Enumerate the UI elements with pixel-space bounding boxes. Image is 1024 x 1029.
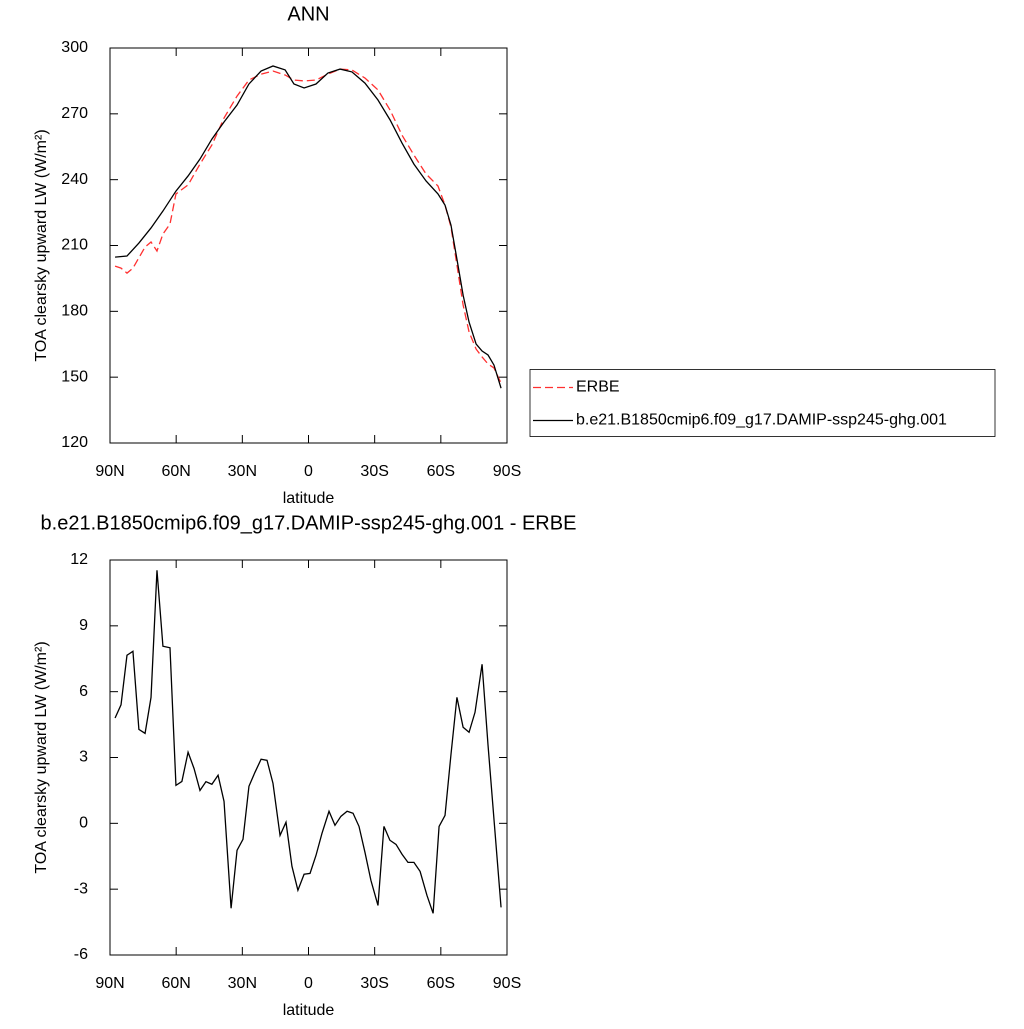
y-axis-label: TOA clearsky upward LW (W/m²) <box>33 641 50 873</box>
y-tick-label: 0 <box>79 815 88 832</box>
y-tick-label: 270 <box>61 105 88 122</box>
y-tick-label: 240 <box>61 171 88 188</box>
y-tick-label: 9 <box>79 617 88 634</box>
x-tick-label: 30S <box>360 975 388 992</box>
x-tick-label: 0 <box>304 975 313 992</box>
x-tick-label: 90S <box>493 975 521 992</box>
y-tick-label: 300 <box>61 39 88 56</box>
y-tick-label: -3 <box>74 880 88 897</box>
x-tick-label: 30N <box>228 463 257 480</box>
chart-title: ANN <box>287 3 329 25</box>
y-tick-label: 6 <box>79 683 88 700</box>
data-line <box>114 68 502 384</box>
x-tick-label: 90N <box>95 463 124 480</box>
y-tick-label: 150 <box>61 368 88 385</box>
legend-label: b.e21.B1850cmip6.f09_g17.DAMIP-ssp245-gh… <box>576 412 947 429</box>
y-tick-label: 180 <box>61 303 88 320</box>
y-tick-label: -6 <box>74 946 88 963</box>
x-tick-label: 90N <box>95 975 124 992</box>
x-tick-label: 60N <box>161 463 190 480</box>
x-tick-label: 60N <box>161 975 190 992</box>
x-tick-label: 30N <box>228 975 257 992</box>
x-tick-label: 0 <box>304 463 313 480</box>
y-tick-label: 210 <box>61 237 88 254</box>
data-line <box>115 65 502 389</box>
chart-title: b.e21.B1850cmip6.f09_g17.DAMIP-ssp245-gh… <box>41 512 577 534</box>
legend-label: ERBE <box>576 379 620 396</box>
x-tick-label: 60S <box>427 975 455 992</box>
y-axis-label: TOA clearsky upward LW (W/m²) <box>33 129 50 361</box>
y-tick-label: 3 <box>79 749 88 766</box>
legend-box <box>529 369 996 437</box>
x-tick-label: 90S <box>493 463 521 480</box>
plot-frame <box>109 559 508 956</box>
x-axis-label: latitude <box>283 1002 335 1019</box>
x-tick-label: 30S <box>360 463 388 480</box>
data-line <box>114 570 502 914</box>
x-tick-label: 60S <box>427 463 455 480</box>
x-axis-label: latitude <box>283 490 335 507</box>
plot-frame <box>109 47 508 444</box>
y-tick-label: 120 <box>61 434 88 451</box>
y-tick-label: 12 <box>70 551 88 568</box>
